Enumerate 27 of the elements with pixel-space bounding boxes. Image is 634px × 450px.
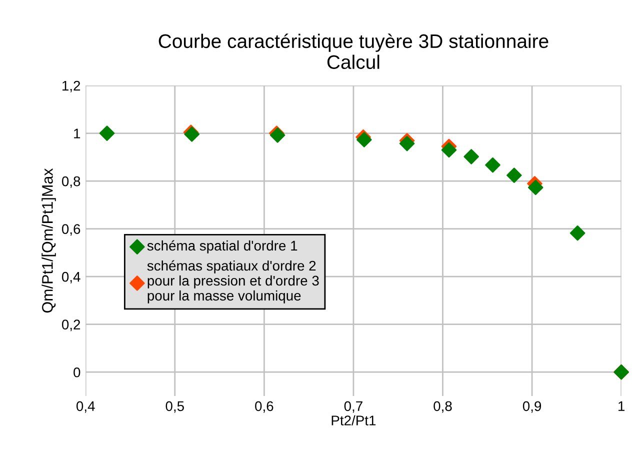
legend-label: schémas spatiaux d'ordre 2 pour la pression et d'ordre 3 pour la masse volumique [147, 260, 319, 304]
x-tick-label: 0,8 [434, 401, 452, 413]
x-tick-label: 0,6 [255, 401, 274, 413]
point [506, 168, 522, 183]
point [356, 132, 372, 148]
y-tick-label: 0 [74, 367, 80, 378]
y-tick-label: 0,8 [62, 176, 80, 188]
point [570, 225, 586, 241]
y-tick-label: 0,2 [62, 320, 80, 332]
x-tick-label: 0,9 [522, 401, 542, 413]
x-tick-label: 1 [618, 401, 625, 411]
point [99, 126, 115, 141]
y-tick-label: 1 [74, 128, 80, 138]
legend-label: schéma spatial d'ordre 1 [147, 240, 298, 254]
chart-title: Courbe caractéristique tuyère 3D stationnaire Calcul [158, 34, 548, 70]
x-axis-title: Pt2/Pt1 [332, 415, 376, 426]
y-tick-label: 0,4 [62, 272, 80, 284]
y-axis-title: Qm/Pt1/[Qm/Pt1]Max [42, 168, 56, 313]
x-tick-label: 0,7 [344, 401, 362, 413]
y-tick-label: 0,6 [62, 224, 80, 236]
point [464, 149, 479, 164]
y-tick-label: 1,2 [62, 80, 80, 92]
point [441, 142, 457, 158]
x-tick-label: 0,5 [166, 401, 184, 413]
point [399, 136, 415, 152]
point [528, 180, 544, 196]
point [485, 157, 500, 173]
